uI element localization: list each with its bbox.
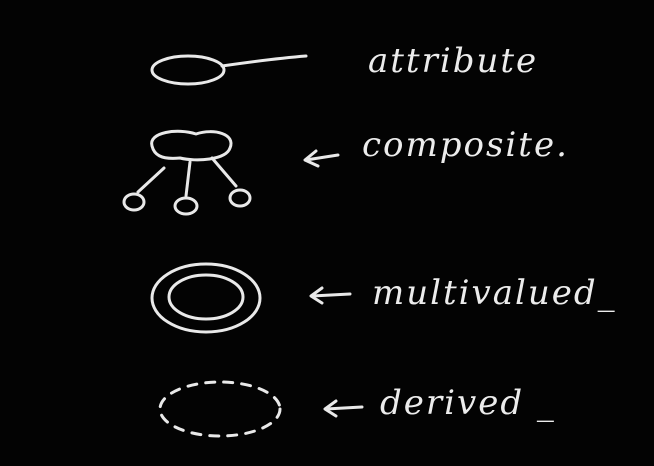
multivalued-symbol <box>150 262 262 334</box>
arrow-composite <box>303 149 340 168</box>
arrow-multivalued-head <box>309 286 324 305</box>
composite-child-ellipse-right <box>228 188 252 208</box>
attribute-connector-line <box>220 54 308 68</box>
composite-branch-right <box>210 156 238 188</box>
derived-dashed-ellipse <box>158 380 282 438</box>
arrow-derived-shaft <box>324 405 364 411</box>
arrow-composite-head <box>303 149 320 168</box>
composite-child-ellipse-middle <box>173 196 199 216</box>
derived-label: derived _ <box>380 383 556 423</box>
multivalued-outer-ellipse <box>150 262 262 334</box>
composite-label: composite. <box>362 125 569 165</box>
arrow-derived-head <box>323 399 338 418</box>
arrow-derived <box>323 399 364 418</box>
arrow-composite-shaft <box>304 153 340 162</box>
composite-branch-left <box>136 166 166 194</box>
attribute-label: attribute <box>368 41 539 81</box>
multivalued-inner-ellipse <box>167 273 245 321</box>
composite-child-ellipse-left <box>122 192 146 212</box>
composite-branch-middle <box>184 160 192 198</box>
composite-symbol <box>122 129 252 216</box>
attribute-ellipse <box>150 54 226 86</box>
arrow-multivalued <box>309 286 352 305</box>
attribute-symbol <box>150 54 308 86</box>
derived-symbol <box>158 380 282 438</box>
composite-parent-ellipse <box>150 129 233 162</box>
arrow-multivalued-shaft <box>310 292 352 298</box>
multivalued-label: multivalued_ <box>372 273 617 313</box>
